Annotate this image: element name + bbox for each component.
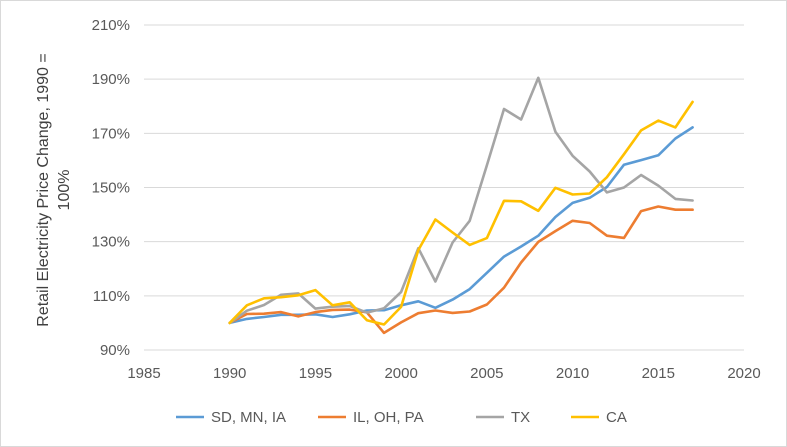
y-tick-label: 110%	[93, 288, 130, 305]
x-tick-label: 2015	[642, 365, 675, 382]
x-tick-label: 1985	[127, 365, 160, 382]
series-line-2	[228, 76, 694, 325]
gridlines	[144, 24, 744, 351]
x-tick-label: 2010	[556, 365, 589, 382]
y-tick-label: 90%	[100, 342, 130, 359]
series-line-1	[228, 205, 694, 335]
x-tick-label: 1990	[213, 365, 246, 382]
x-tick-label: 2005	[470, 365, 503, 382]
legend-label: TX	[511, 409, 530, 426]
x-tick-label: 1995	[299, 365, 332, 382]
series-line-3	[228, 100, 694, 326]
series-lines	[228, 76, 694, 335]
x-tick-labels: 1985 1990 1995 2000 2005 2010 2015 2020	[127, 365, 760, 382]
y-tick-label: 130%	[92, 234, 130, 251]
y-axis-title-line1: Retail Electricity Price Change, 1990 =	[35, 53, 52, 326]
y-tick-label: 150%	[92, 180, 130, 197]
y-tick-label: 190%	[92, 71, 130, 88]
y-tick-label: 170%	[92, 125, 130, 142]
legend-label: CA	[606, 409, 627, 426]
y-axis-title: Retail Electricity Price Change, 1990 = …	[35, 53, 73, 326]
y-tick-label: 210%	[92, 17, 130, 34]
legend-label: SD, MN, IA	[211, 409, 286, 426]
y-tick-labels: 90% 110% 130% 150% 170% 190% 210%	[92, 17, 130, 359]
legend-label: IL, OH, PA	[353, 409, 424, 426]
x-tick-label: 2000	[384, 365, 417, 382]
legend: SD, MN, IA IL, OH, PA TX CA	[176, 409, 627, 426]
y-axis-title-line2: 100%	[56, 170, 73, 211]
x-tick-label: 2020	[727, 365, 760, 382]
